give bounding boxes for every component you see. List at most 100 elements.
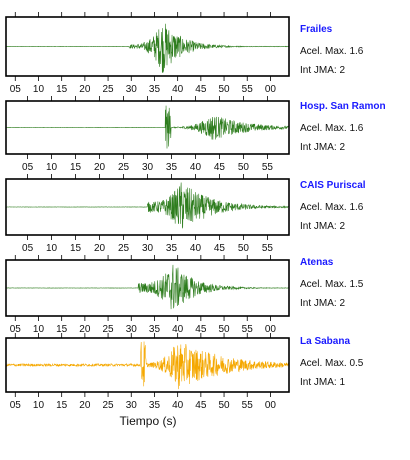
tick-label: 00 [265,324,277,335]
x-axis-label: Tiempo (s) [119,414,177,428]
tick-label: 40 [172,84,184,95]
seismogram-panel: 05 10 15 20 25 30 35 40 45 50 55 [5,96,290,173]
max-acceleration-value: 0.5 [349,358,364,369]
jma-intensity-value: 2 [339,65,346,76]
tick-label: 50 [218,84,230,95]
tick-label: 15 [70,243,82,254]
tick-label: 40 [190,243,202,254]
tick-label: 05 [22,162,34,173]
tick-label: 35 [166,243,178,254]
max-acceleration: Acel. Max. 1.6 [300,46,363,57]
tick-label: 50 [218,324,230,335]
station-name: La Sabana [300,336,351,347]
tick-label: 20 [79,324,91,335]
max-acceleration-label: Acel. Max. [300,358,347,369]
tick-label: 05 [10,84,22,95]
tick-label: 15 [56,400,68,411]
tick-label: 20 [94,243,106,254]
max-acceleration-label: Acel. Max. [300,202,347,213]
waveform-trace [5,182,290,229]
tick-label: 30 [126,400,138,411]
max-acceleration: Acel. Max. 1.6 [300,202,363,213]
jma-intensity: Int JMA: 2 [300,298,345,309]
tick-label: 55 [242,400,254,411]
waveform-trace [5,264,290,310]
tick-label: 35 [166,162,178,173]
station-name: Frailes [300,24,333,35]
tick-label: 45 [214,243,226,254]
panel-frame [5,259,290,317]
jma-intensity-value: 2 [339,221,346,232]
waveform-trace [5,341,290,390]
tick-label: 10 [46,243,58,254]
tick-label: 45 [195,400,207,411]
tick-label: 40 [172,400,184,411]
max-acceleration-label: Acel. Max. [300,279,347,290]
tick-label: 20 [79,84,91,95]
station-name: CAIS Puriscal [300,180,366,191]
tick-label: 10 [46,162,58,173]
tick-label: 10 [33,400,45,411]
tick-label: 35 [149,324,161,335]
tick-label: 55 [262,162,274,173]
tick-label: 10 [33,324,45,335]
max-acceleration-value: 1.6 [349,202,364,213]
tick-label: 35 [149,84,161,95]
tick-label: 25 [118,243,130,254]
jma-intensity-label: Int JMA: [300,221,337,232]
tick-label: 20 [79,400,91,411]
station-name: Hosp. San Ramon [300,101,386,112]
seismogram-panel: 05 10 15 20 25 30 35 40 45 50 55 00 [5,333,290,411]
waveform-trace [5,23,290,73]
jma-intensity-value: 2 [339,298,346,309]
jma-intensity: Int JMA: 1 [300,377,345,388]
tick-label: 45 [195,324,207,335]
tick-label: 05 [10,324,22,335]
tick-label: 05 [10,400,22,411]
tick-label: 50 [218,400,230,411]
tick-label: 40 [172,324,184,335]
tick-label: 40 [190,162,202,173]
tick-label: 50 [238,162,250,173]
tick-label: 25 [103,324,115,335]
tick-label: 20 [94,162,106,173]
seismogram-panel: 05 10 15 20 25 30 35 40 45 50 55 00 [5,255,290,335]
tick-label: 15 [70,162,82,173]
jma-intensity-value: 1 [339,377,346,388]
tick-label: 55 [262,243,274,254]
tick-label: 50 [238,243,250,254]
jma-intensity-value: 2 [339,142,346,153]
tick-label: 00 [265,400,277,411]
panel-frame [5,337,290,393]
max-acceleration-value: 1.6 [349,123,364,134]
jma-intensity-label: Int JMA: [300,142,337,153]
tick-label: 25 [118,162,130,173]
seismogram-panel: 05 10 15 20 25 30 35 40 45 50 55 [5,174,290,254]
tick-label: 10 [33,84,45,95]
station-name: Atenas [300,257,334,268]
max-acceleration: Acel. Max. 1.6 [300,123,363,134]
tick-label: 30 [126,84,138,95]
tick-label: 15 [56,324,68,335]
seismogram-panel: 05 10 15 20 25 30 35 40 45 50 55 00 [5,12,290,95]
tick-label: 00 [265,84,277,95]
tick-label: 35 [149,400,161,411]
panel-frame [5,16,290,77]
waveform-trace [5,105,290,149]
tick-label: 30 [142,162,154,173]
max-acceleration-value: 1.5 [349,279,364,290]
tick-label: 30 [142,243,154,254]
jma-intensity-label: Int JMA: [300,298,337,309]
jma-intensity-label: Int JMA: [300,377,337,388]
tick-label: 45 [195,84,207,95]
max-acceleration-label: Acel. Max. [300,46,347,57]
tick-label: 55 [242,324,254,335]
tick-label: 30 [126,324,138,335]
jma-intensity: Int JMA: 2 [300,65,345,76]
jma-intensity: Int JMA: 2 [300,221,345,232]
tick-label: 55 [242,84,254,95]
tick-label: 45 [214,162,226,173]
tick-label: 25 [103,84,115,95]
tick-label: 15 [56,84,68,95]
